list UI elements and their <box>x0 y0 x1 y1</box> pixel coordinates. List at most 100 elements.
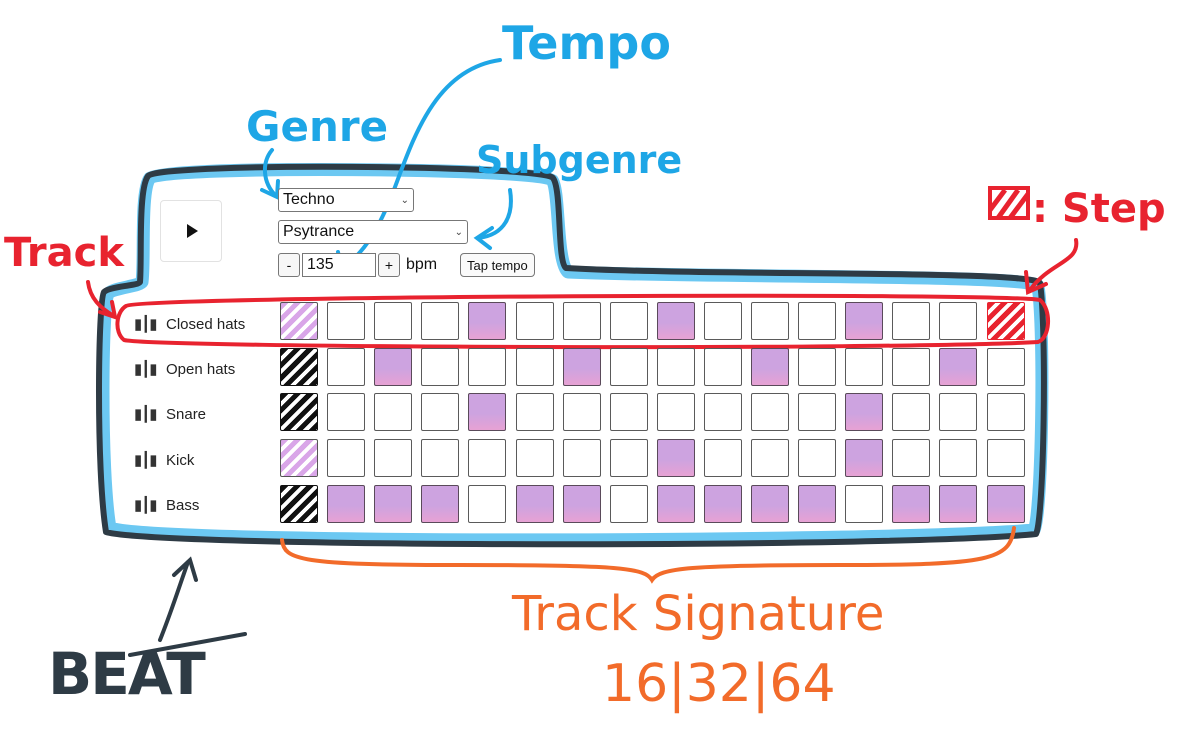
step-cell[interactable] <box>798 302 836 340</box>
step-cell[interactable] <box>704 302 742 340</box>
step-cell[interactable] <box>987 393 1025 431</box>
track-name: Kick <box>166 451 195 469</box>
step-cell[interactable] <box>563 348 601 386</box>
step-cell[interactable] <box>657 439 695 477</box>
track-outline <box>115 293 1050 350</box>
tempo-input[interactable]: 135 <box>302 253 376 277</box>
step-annotation: : Step <box>1032 186 1166 232</box>
subgenre-arrow <box>476 188 513 240</box>
step-cell[interactable] <box>468 302 506 340</box>
step-cell[interactable] <box>892 393 930 431</box>
step-cell[interactable] <box>374 485 412 523</box>
beat-outline <box>96 163 1047 548</box>
step-cell[interactable] <box>798 485 836 523</box>
step-cell[interactable] <box>939 302 977 340</box>
step-cell[interactable] <box>845 348 883 386</box>
step-cell[interactable] <box>563 393 601 431</box>
step-cell[interactable] <box>939 393 977 431</box>
play-icon <box>187 224 198 238</box>
step-cell[interactable] <box>704 439 742 477</box>
step-cell[interactable] <box>704 393 742 431</box>
step-cell[interactable] <box>610 439 648 477</box>
step-cell[interactable] <box>280 485 318 523</box>
step-cell[interactable] <box>280 348 318 386</box>
step-cell[interactable] <box>704 348 742 386</box>
step-cell[interactable] <box>516 485 554 523</box>
step-cell[interactable] <box>704 485 742 523</box>
step-cell[interactable] <box>751 485 789 523</box>
step-cell[interactable] <box>516 348 554 386</box>
step-cell[interactable] <box>421 439 459 477</box>
step-cell[interactable] <box>892 439 930 477</box>
step-cell[interactable] <box>374 393 412 431</box>
step-cell[interactable] <box>468 439 506 477</box>
step-cell[interactable] <box>845 302 883 340</box>
step-cell[interactable] <box>798 393 836 431</box>
step-cell[interactable] <box>892 302 930 340</box>
step-cell[interactable] <box>516 439 554 477</box>
step-cell[interactable] <box>845 393 883 431</box>
step-cell[interactable] <box>939 485 977 523</box>
step-cell[interactable] <box>657 485 695 523</box>
step-cell[interactable] <box>798 348 836 386</box>
step-cell[interactable] <box>421 393 459 431</box>
tempo-increment-button[interactable]: + <box>378 253 400 277</box>
track-row: ▮┃▮ Bass <box>134 487 199 523</box>
step-cell[interactable] <box>751 393 789 431</box>
track-name: Snare <box>166 405 207 423</box>
step-cell[interactable] <box>468 485 506 523</box>
step-cell[interactable] <box>468 348 506 386</box>
step-cell[interactable] <box>987 348 1025 386</box>
genre-select[interactable]: Techno ⌄ <box>278 188 414 212</box>
step-cell[interactable] <box>516 302 554 340</box>
step-cell[interactable] <box>421 348 459 386</box>
step-cell[interactable] <box>280 393 318 431</box>
step-cell[interactable] <box>468 393 506 431</box>
step-cell[interactable] <box>845 485 883 523</box>
step-cell[interactable] <box>939 439 977 477</box>
step-cell[interactable] <box>374 348 412 386</box>
tap-tempo-button[interactable]: Tap tempo <box>460 253 535 277</box>
subgenre-select[interactable]: Psytrance ⌄ <box>278 220 468 244</box>
step-cell[interactable] <box>751 439 789 477</box>
step-arrowhead <box>1024 270 1048 295</box>
step-cell[interactable] <box>516 393 554 431</box>
subgenre-value: Psytrance <box>283 223 355 240</box>
step-cell[interactable] <box>563 439 601 477</box>
step-cell[interactable] <box>751 348 789 386</box>
step-cell[interactable] <box>610 302 648 340</box>
chevron-down-icon: ⌄ <box>400 194 409 206</box>
signature-brace <box>280 526 1016 584</box>
step-cell[interactable] <box>563 485 601 523</box>
step-cell[interactable] <box>280 302 318 340</box>
step-cell[interactable] <box>987 302 1025 340</box>
step-cell[interactable] <box>327 302 365 340</box>
tempo-decrement-button[interactable]: - <box>278 253 300 277</box>
step-cell[interactable] <box>374 302 412 340</box>
step-cell[interactable] <box>610 348 648 386</box>
step-cell[interactable] <box>610 393 648 431</box>
step-cell[interactable] <box>798 439 836 477</box>
step-cell[interactable] <box>892 348 930 386</box>
step-cell[interactable] <box>610 485 648 523</box>
step-cell[interactable] <box>657 393 695 431</box>
step-cell[interactable] <box>939 348 977 386</box>
step-cell[interactable] <box>657 302 695 340</box>
step-cell[interactable] <box>327 439 365 477</box>
step-cell[interactable] <box>563 302 601 340</box>
step-cell[interactable] <box>845 439 883 477</box>
play-button[interactable] <box>160 200 222 262</box>
step-cell[interactable] <box>892 485 930 523</box>
step-cell[interactable] <box>987 485 1025 523</box>
step-cell[interactable] <box>327 348 365 386</box>
step-cell[interactable] <box>280 439 318 477</box>
step-cell[interactable] <box>327 393 365 431</box>
step-cell[interactable] <box>327 485 365 523</box>
step-cell[interactable] <box>987 439 1025 477</box>
step-cell[interactable] <box>421 302 459 340</box>
step-cell[interactable] <box>421 485 459 523</box>
step-cell[interactable] <box>374 439 412 477</box>
step-cell[interactable] <box>751 302 789 340</box>
step-cell[interactable] <box>657 348 695 386</box>
